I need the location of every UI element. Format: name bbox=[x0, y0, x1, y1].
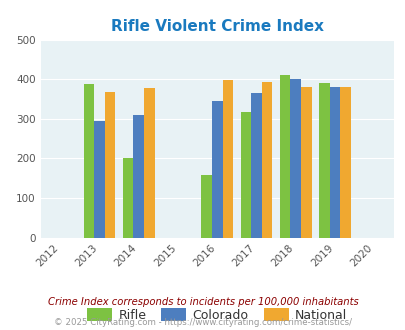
Bar bbox=[144, 88, 154, 238]
Bar bbox=[83, 84, 94, 238]
Text: Crime Index corresponds to incidents per 100,000 inhabitants: Crime Index corresponds to incidents per… bbox=[47, 297, 358, 307]
Bar bbox=[290, 79, 300, 238]
Bar bbox=[133, 115, 144, 238]
Bar bbox=[300, 87, 311, 238]
Bar bbox=[94, 121, 104, 238]
Bar bbox=[123, 158, 133, 238]
Bar bbox=[279, 75, 290, 238]
Bar bbox=[104, 92, 115, 238]
Legend: Rifle, Colorado, National: Rifle, Colorado, National bbox=[82, 303, 352, 327]
Bar bbox=[318, 83, 329, 238]
Text: © 2025 CityRating.com - https://www.cityrating.com/crime-statistics/: © 2025 CityRating.com - https://www.city… bbox=[54, 318, 351, 327]
Bar bbox=[261, 82, 272, 238]
Bar bbox=[251, 93, 261, 238]
Bar bbox=[211, 101, 222, 238]
Bar bbox=[201, 175, 211, 238]
Bar bbox=[240, 112, 251, 238]
Title: Rifle Violent Crime Index: Rifle Violent Crime Index bbox=[111, 19, 323, 34]
Bar bbox=[339, 87, 350, 238]
Bar bbox=[222, 80, 232, 238]
Bar bbox=[329, 87, 339, 238]
